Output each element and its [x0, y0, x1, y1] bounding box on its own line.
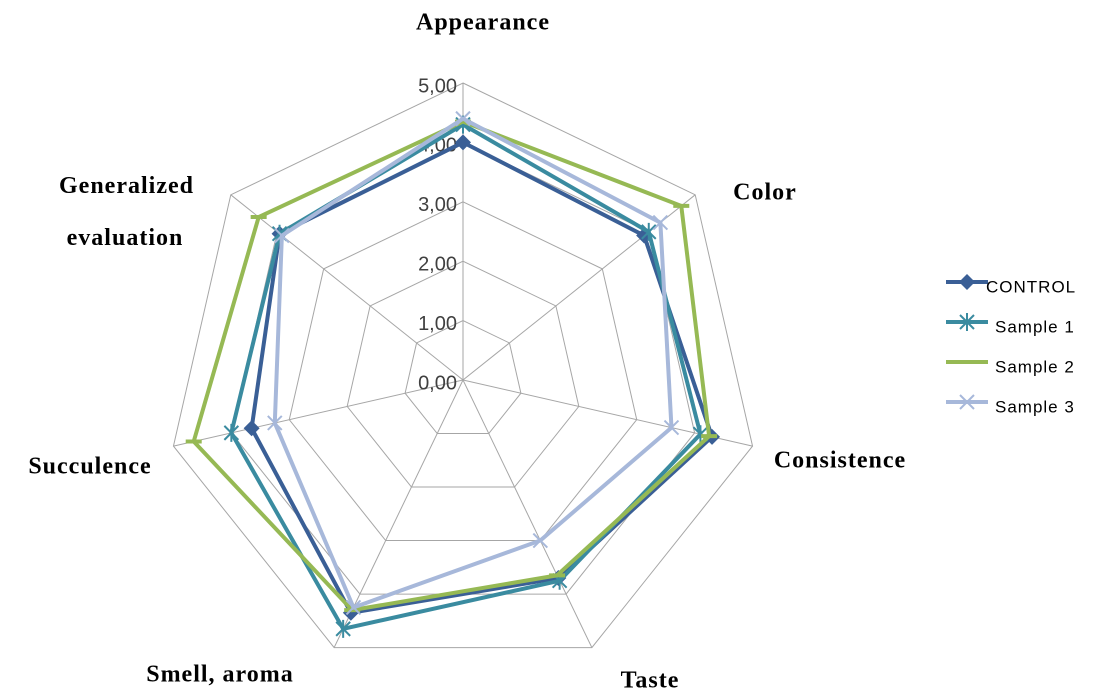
legend-label: CONTROL	[986, 277, 1076, 296]
axis-label: Color	[733, 180, 797, 206]
axis-label: Consistence	[774, 448, 906, 474]
spoke	[462, 379, 593, 648]
marker	[335, 619, 351, 638]
axis-label: Appearance	[416, 10, 550, 36]
marker	[959, 394, 975, 410]
spoke	[333, 379, 464, 648]
grid-ring	[172, 82, 754, 649]
marker	[532, 532, 549, 549]
grid-ring	[288, 201, 638, 542]
legend-label: Sample 2	[995, 357, 1075, 376]
marker	[345, 599, 362, 616]
axis-label: Generalized evaluation	[59, 173, 201, 251]
series	[267, 110, 680, 616]
r-tick-label: 0,00	[418, 372, 457, 394]
series-line	[272, 116, 674, 610]
spoke	[173, 379, 464, 447]
marker	[455, 110, 471, 127]
axis-label: Smell, aroma	[146, 662, 294, 688]
axis-label: Succulence	[28, 454, 151, 480]
marker	[223, 423, 240, 442]
r-tick-label: 2,00	[418, 253, 457, 275]
marker	[267, 415, 283, 431]
marker	[243, 420, 260, 437]
marker	[455, 134, 471, 151]
spoke	[230, 194, 464, 381]
r-tick-label: 5,00	[418, 75, 457, 97]
series-line	[191, 119, 712, 613]
marker	[663, 419, 680, 436]
marker	[274, 227, 290, 244]
series-line	[229, 122, 703, 632]
r-tick-label: 3,00	[418, 194, 457, 216]
grid-ring	[346, 260, 580, 488]
legend-label: Sample 1	[995, 317, 1075, 336]
series	[243, 134, 721, 621]
marker	[652, 214, 669, 231]
axis-label: Taste	[621, 668, 680, 693]
grid-ring	[404, 320, 522, 435]
marker	[959, 274, 975, 290]
r-tick-label: 1,00	[418, 313, 457, 335]
marker	[641, 222, 657, 241]
legend-label: Sample 3	[995, 397, 1075, 416]
series	[185, 119, 718, 613]
series	[223, 115, 709, 638]
series-line	[249, 140, 715, 616]
marker	[959, 313, 975, 331]
